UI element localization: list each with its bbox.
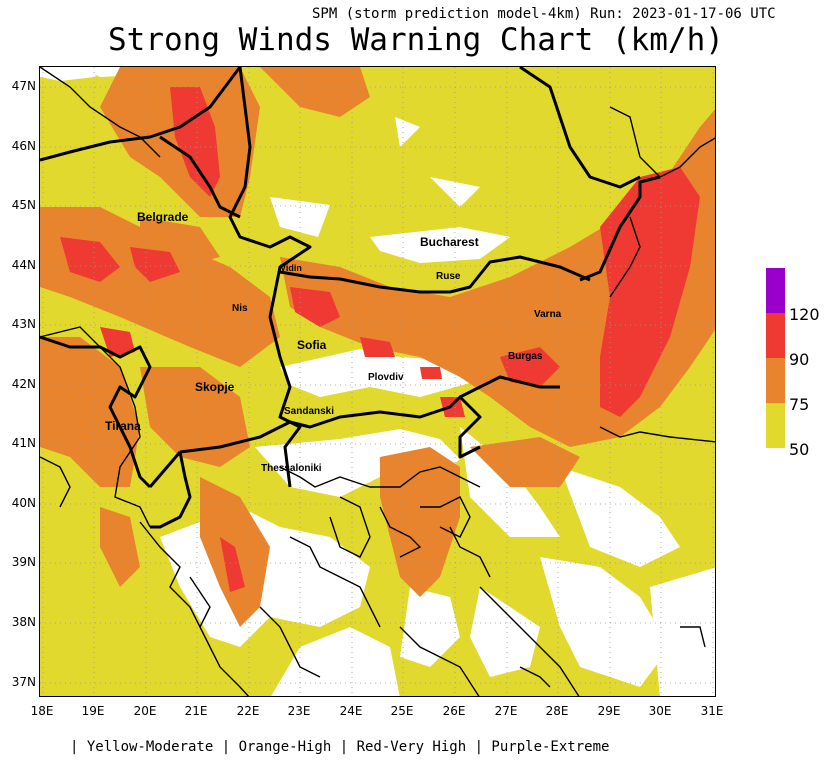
city-bucharest: Bucharest (420, 235, 479, 249)
legend-extreme-swatch (766, 268, 785, 313)
lat-label: 39N (11, 555, 36, 569)
lon-label: 28E (545, 704, 569, 718)
lon-label: 23E (287, 704, 311, 718)
city-belgrade: Belgrade (137, 210, 189, 224)
very-high-zones (60, 87, 700, 592)
lon-label: 18E (30, 704, 54, 718)
lon-label: 22E (236, 704, 260, 718)
lon-label: 27E (494, 704, 518, 718)
lat-label: 41N (11, 436, 36, 450)
lat-label: 37N (11, 675, 36, 689)
category-key: | Yellow-Moderate | Orange-High | Red-Ve… (70, 739, 610, 755)
city-sandanski: Sandanski (284, 406, 334, 417)
city-skopje: Skopje (195, 380, 235, 394)
city-vidin: Vidin (280, 263, 302, 273)
lon-label: 24E (339, 704, 363, 718)
lat-label: 38N (11, 615, 36, 629)
coastlines (40, 67, 715, 696)
lat-label: 45N (11, 198, 36, 212)
lon-label: 19E (81, 704, 105, 718)
chart-title: Strong Winds Warning Chart (km/h) (108, 22, 724, 58)
country-borders (40, 67, 661, 529)
city-tirana: Tirana (105, 419, 141, 433)
legend-value: 120 (789, 305, 820, 324)
lon-label: 20E (133, 704, 157, 718)
legend-value: 50 (789, 440, 810, 459)
legend-moderate-swatch (766, 403, 785, 448)
lat-label: 42N (11, 377, 36, 391)
city-ruse: Ruse (436, 271, 461, 282)
legend-value: 75 (789, 395, 810, 414)
lon-label: 25E (390, 704, 414, 718)
city-nis: Nis (232, 303, 248, 314)
city-plovdiv: Plovdiv (368, 372, 404, 383)
legend-value: 90 (789, 350, 810, 369)
legend-very-high-swatch (766, 313, 785, 358)
wind-map: Belgrade Bucharest Vidin Ruse Nis Varna … (39, 66, 716, 697)
lat-label: 47N (11, 79, 36, 93)
lon-label: 30E (648, 704, 672, 718)
city-varna: Varna (534, 309, 562, 320)
legend-high-swatch (766, 358, 785, 403)
lon-label: 29E (597, 704, 621, 718)
city-thessaloniki: Thessaloniki (261, 463, 322, 474)
lat-label: 46N (11, 139, 36, 153)
lat-label: 43N (11, 317, 36, 331)
model-run-header: SPM (storm prediction model-4km) Run: 20… (312, 6, 776, 22)
city-burgas: Burgas (508, 351, 543, 362)
lon-label: 21E (184, 704, 208, 718)
wind-map-svg: Belgrade Bucharest Vidin Ruse Nis Varna … (40, 67, 715, 696)
lat-label: 44N (11, 258, 36, 272)
lon-label: 26E (442, 704, 466, 718)
lon-label: 31E (700, 704, 724, 718)
lat-label: 40N (11, 496, 36, 510)
graticule (40, 67, 715, 696)
city-sofia: Sofia (297, 338, 327, 352)
